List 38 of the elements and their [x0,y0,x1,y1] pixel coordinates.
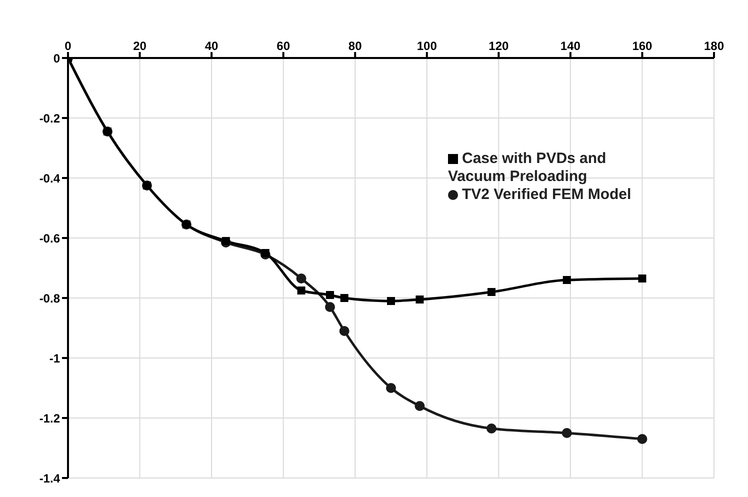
point [297,286,306,294]
x-tick-label: 80 [348,39,362,53]
point [386,383,396,393]
y-tick-label: -1.4 [39,471,60,486]
x-tick-label: 20 [133,39,147,53]
y-tick-label: -0.4 [39,171,60,186]
y-tick-label: 0 [53,51,60,66]
point [261,249,270,257]
x-tick-label: 0 [64,39,72,53]
point [296,274,306,284]
legend-label: Case with PVDs and Vacuum Preloading [448,150,606,185]
x-tick-label: 120 [488,39,509,53]
x-tick-label: 180 [704,39,724,53]
x-tick-label: 140 [560,39,581,53]
point [324,302,335,312]
x-tick-label: 160 [632,39,653,53]
point [637,434,648,444]
x-tick-label: 100 [416,39,438,53]
point [326,291,334,299]
point [387,297,395,305]
point [562,428,572,438]
point [416,296,424,304]
point [562,276,571,284]
point [339,326,350,336]
point [222,237,230,245]
point [486,424,496,434]
y-tick-label: -1 [49,351,60,366]
y-tick-label: -0.2 [39,111,60,126]
y-tick-label: -1.2 [39,411,60,426]
x-tick-label: 60 [276,39,290,53]
x-tick-label: 40 [204,39,219,53]
point [414,401,425,411]
point [638,274,646,282]
y-tick-label: -0.6 [39,231,60,246]
y-tick-label: -0.8 [39,291,60,306]
point [340,294,348,302]
point [487,288,496,296]
legend-label: TV2 Verified FEM Model [462,186,632,203]
